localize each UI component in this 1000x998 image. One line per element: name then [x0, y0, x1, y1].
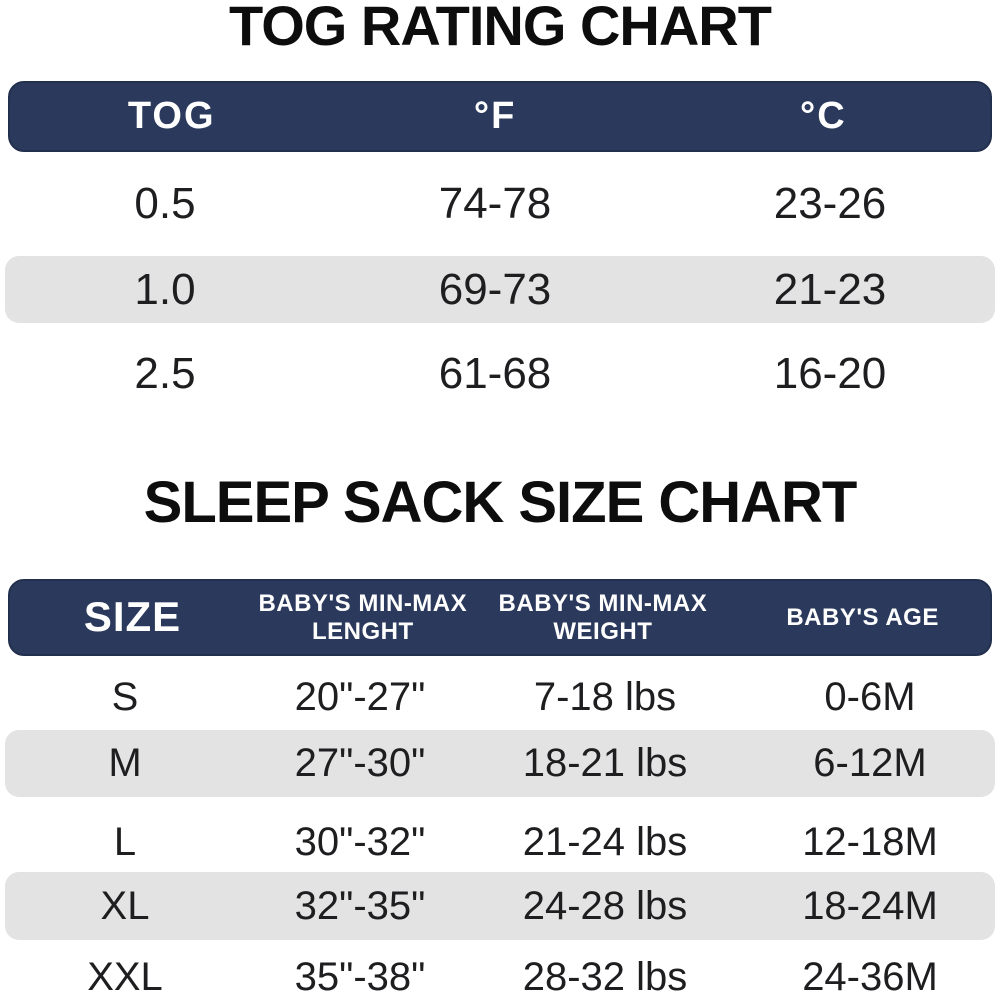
fahrenheit-value: 69-73	[438, 264, 552, 314]
column-header-length-line2: LENGHT	[311, 617, 414, 645]
table-row: 0.5 74-78 23-26	[0, 161, 1000, 246]
table-row: L 30"-32" 21-24 lbs 12-18M	[0, 807, 1000, 877]
tog-value: 2.5	[134, 348, 196, 398]
column-header-fahrenheit: °F	[473, 95, 517, 137]
column-header-weight-line2: WEIGHT	[553, 617, 653, 645]
column-header-length: BABY'S MIN-MAX LENGHT	[258, 590, 467, 645]
length-value: 32"-35"	[294, 883, 426, 928]
size-value: XL	[100, 883, 150, 928]
size-table-header: SIZE BABY'S MIN-MAX LENGHT BABY'S MIN-MA…	[8, 579, 992, 656]
column-header-celsius: °C	[800, 95, 847, 137]
column-header-age: BABY'S AGE	[786, 603, 939, 631]
weight-value: 21-24 lbs	[522, 819, 688, 864]
size-value: L	[113, 819, 137, 864]
size-value: S	[111, 674, 139, 719]
fahrenheit-value: 61-68	[438, 348, 552, 398]
weight-value: 18-21 lbs	[522, 741, 688, 785]
column-header-size: SIZE	[83, 593, 182, 641]
column-header-weight: BABY'S MIN-MAX WEIGHT	[499, 590, 708, 645]
fahrenheit-value: 74-78	[438, 178, 552, 228]
size-value: M	[108, 741, 142, 785]
age-value: 24-36M	[802, 954, 938, 998]
celsius-value: 21-23	[773, 264, 887, 314]
table-row: XXL 35"-38" 28-32 lbs 24-36M	[0, 942, 1000, 998]
row-highlight-band	[5, 256, 995, 323]
age-value: 6-12M	[813, 741, 927, 785]
celsius-value: 16-20	[773, 348, 887, 398]
tog-table-header: TOG °F °C	[8, 81, 992, 152]
column-header-tog: TOG	[127, 95, 216, 137]
table-row: M 27"-30" 18-21 lbs 6-12M	[0, 730, 1000, 797]
length-value: 27"-30"	[294, 741, 426, 785]
size-chart-title: SLEEP SACK SIZE CHART	[143, 470, 858, 535]
age-value: 0-6M	[824, 674, 916, 719]
length-value: 30"-32"	[294, 819, 426, 864]
column-header-weight-line1: BABY'S MIN-MAX	[498, 589, 708, 617]
table-row: 1.0 69-73 21-23	[0, 256, 1000, 323]
column-header-length-line1: BABY'S MIN-MAX	[258, 589, 468, 617]
tog-value: 0.5	[134, 178, 196, 228]
row-highlight-band	[5, 730, 995, 797]
tog-value: 1.0	[134, 264, 196, 314]
weight-value: 24-28 lbs	[522, 883, 688, 928]
weight-value: 28-32 lbs	[522, 954, 688, 998]
age-value: 12-18M	[802, 819, 938, 864]
age-value: 18-24M	[802, 883, 938, 928]
length-value: 20"-27"	[294, 674, 426, 719]
table-row: S 20"-27" 7-18 lbs 0-6M	[0, 662, 1000, 732]
tog-chart-title: TOG RATING CHART	[229, 0, 772, 57]
weight-value: 7-18 lbs	[533, 674, 677, 719]
row-highlight-band	[5, 872, 995, 940]
celsius-value: 23-26	[773, 178, 887, 228]
length-value: 35"-38"	[294, 954, 426, 998]
table-row: 2.5 61-68 16-20	[0, 331, 1000, 416]
table-row: XL 32"-35" 24-28 lbs 18-24M	[0, 872, 1000, 940]
size-value: XXL	[87, 954, 163, 998]
